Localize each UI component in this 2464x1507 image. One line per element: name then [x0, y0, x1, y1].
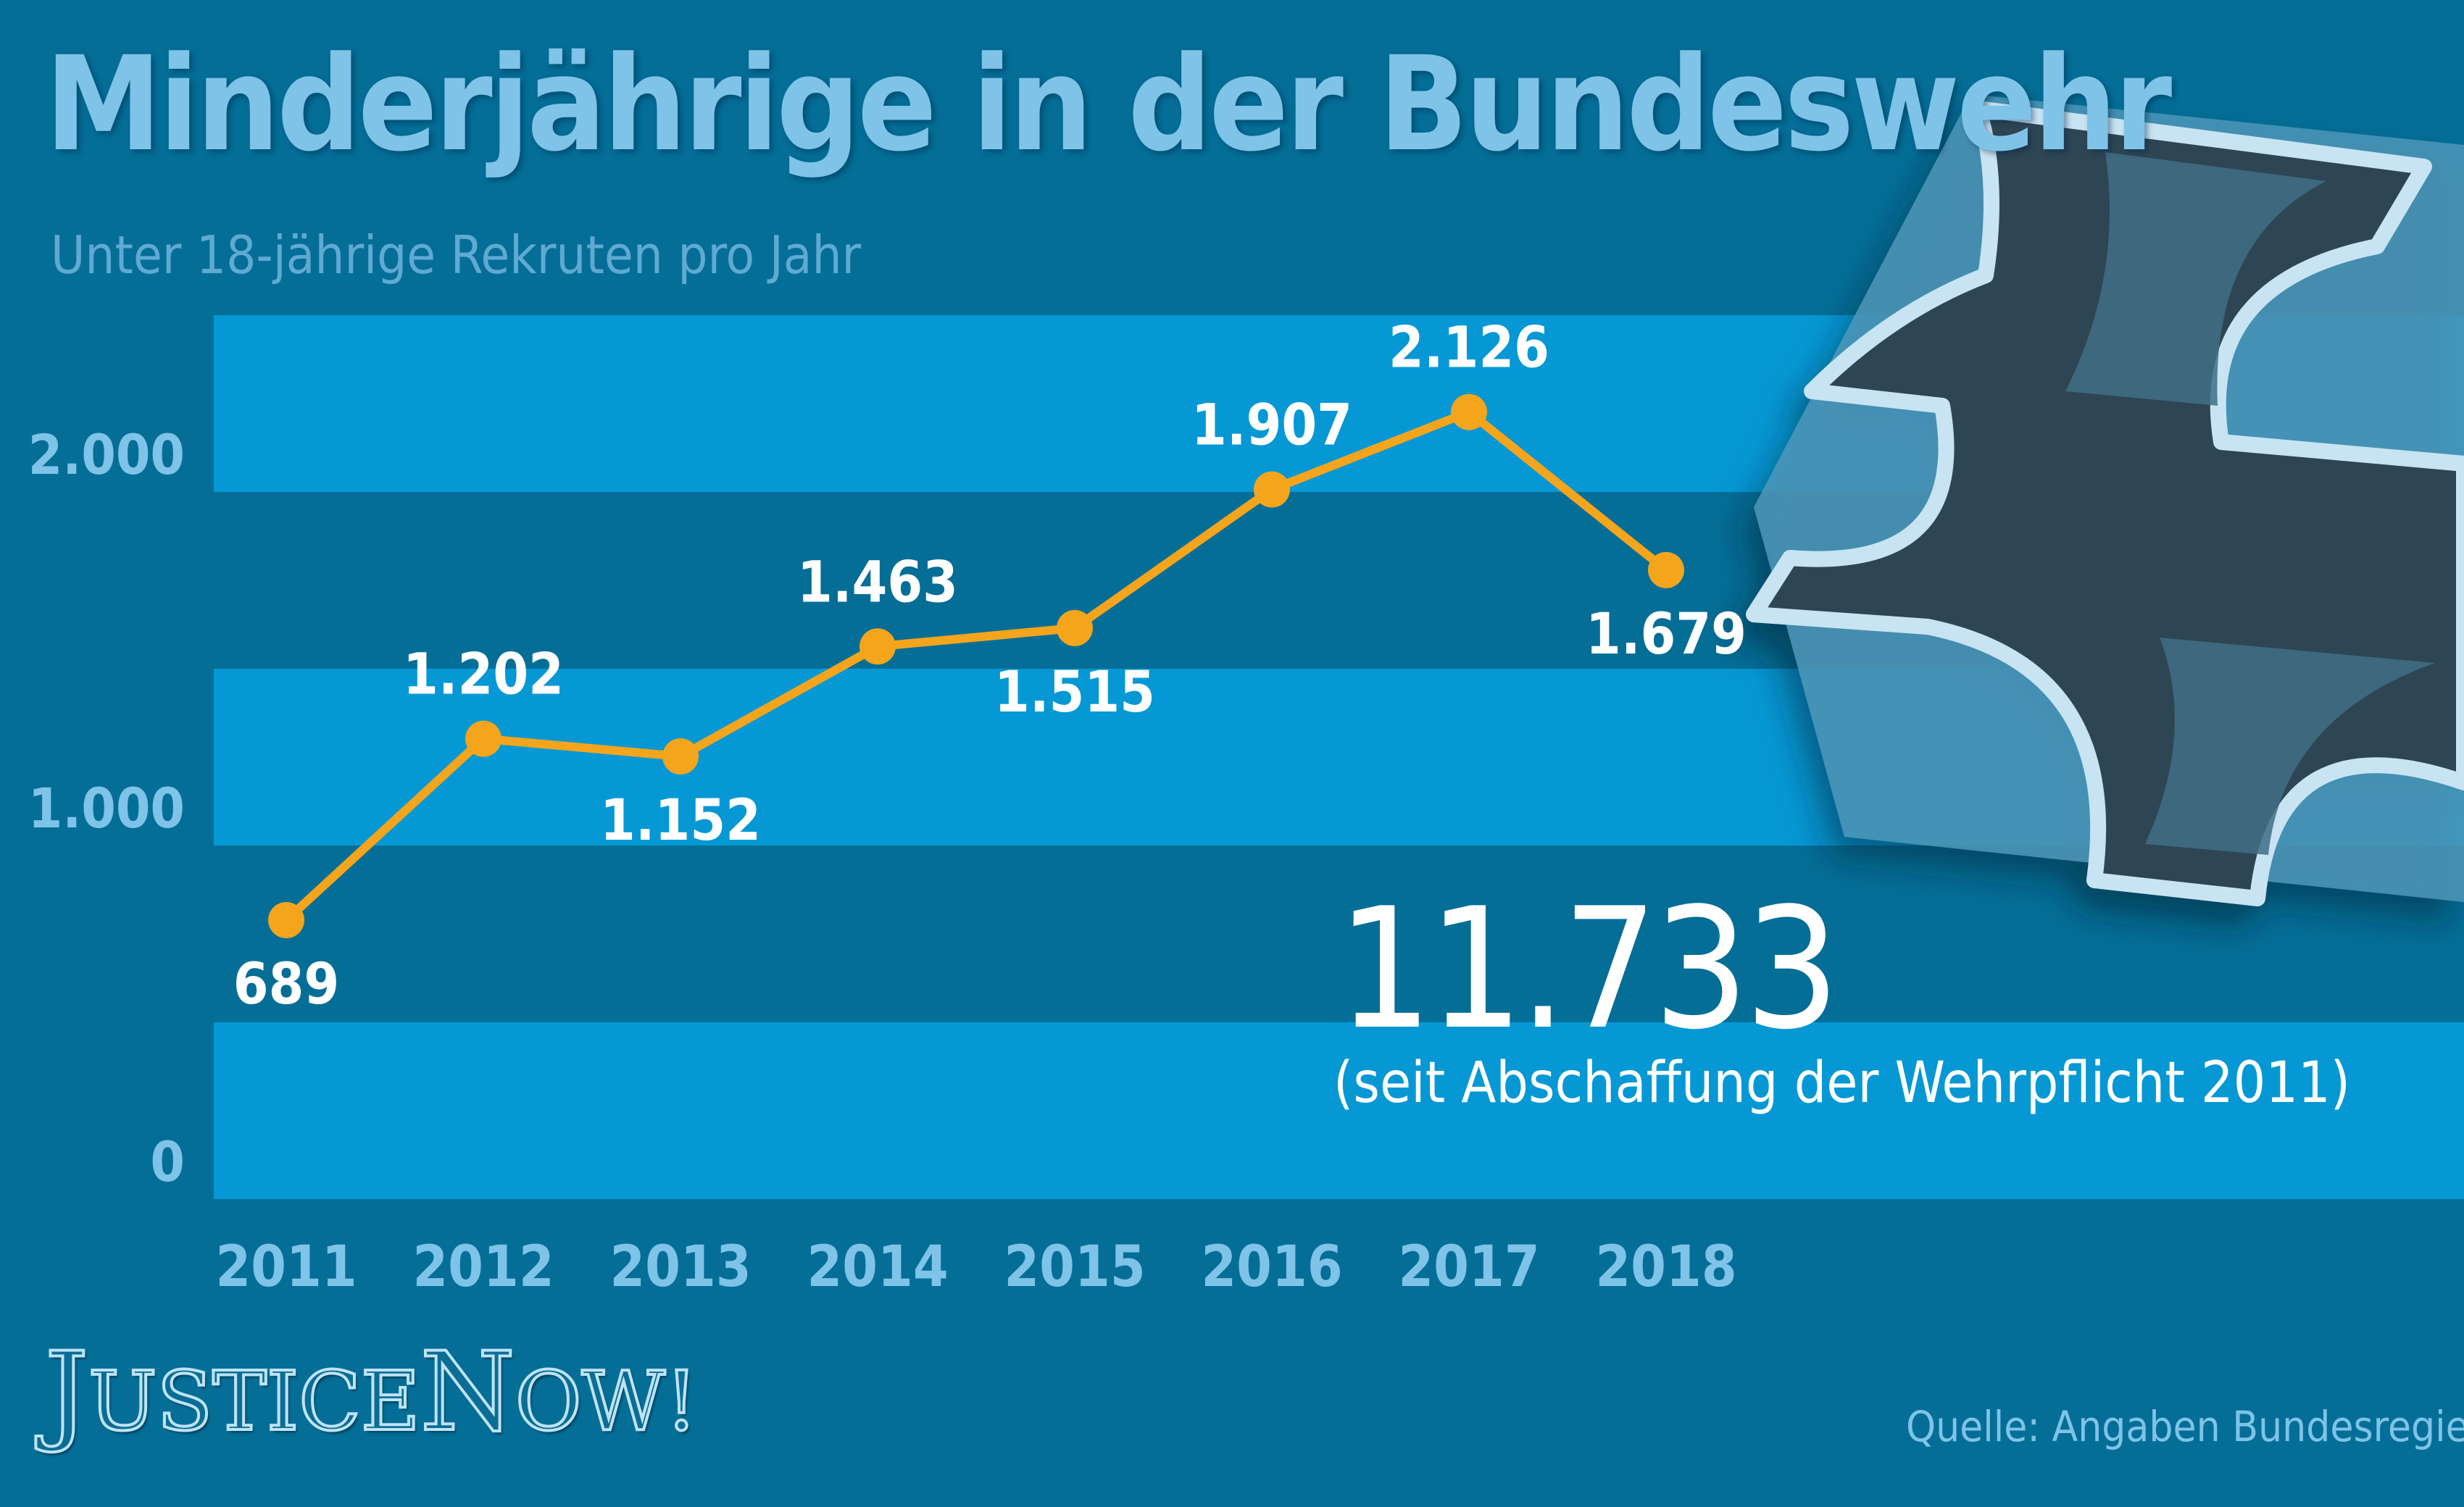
x-axis: 2011 2012 2013 2014 2015 2016 2017 2018 — [215, 1235, 1736, 1300]
data-label: 1.202 — [403, 643, 564, 708]
x-tick-label: 2018 — [1595, 1235, 1736, 1300]
x-tick-label: 2017 — [1398, 1235, 1539, 1300]
brand-letter-n: N — [419, 1328, 517, 1457]
data-label: 1.907 — [1191, 393, 1352, 459]
x-tick-label: 2015 — [1004, 1235, 1145, 1300]
source-note: Quelle: Angaben Bundesregierung — [1906, 1402, 2464, 1451]
data-label: 1.152 — [600, 788, 761, 853]
data-label: 1.679 — [1586, 602, 1747, 667]
data-label: 1.463 — [797, 550, 958, 615]
brand-logo: JUSTICENOW! — [43, 1328, 699, 1457]
data-point — [1648, 551, 1684, 588]
chart-band — [214, 1022, 2464, 1199]
data-point — [1057, 609, 1093, 646]
data-label: 1.515 — [994, 660, 1155, 725]
x-tick-label: 2012 — [412, 1235, 554, 1300]
x-tick-label: 2011 — [215, 1235, 357, 1300]
chart-subtitle: Unter 18-jährige Rekruten pro Jahr — [51, 225, 862, 285]
data-point — [662, 738, 699, 775]
x-tick-label: 2013 — [609, 1235, 751, 1300]
y-axis: 0 1.000 2.000 — [28, 422, 185, 1194]
chart-title: Minderjährige in der Bundeswehr — [45, 29, 2172, 180]
y-tick-label: 2.000 — [28, 422, 185, 487]
data-point — [268, 901, 304, 938]
brand-letter-j: J — [43, 1328, 90, 1457]
bundeswehr-cross-icon — [1746, 94, 2464, 906]
total-figure: 11.733 — [1337, 873, 1840, 1066]
data-label: 689 — [233, 952, 339, 1017]
data-point — [465, 720, 501, 757]
y-tick-label: 1.000 — [28, 776, 185, 840]
y-tick-label: 0 — [150, 1130, 185, 1194]
brand-word-ow: OW! — [514, 1353, 699, 1450]
brand-word-ustice: USTICE — [87, 1353, 422, 1450]
data-point — [1451, 393, 1487, 430]
data-point — [860, 628, 896, 665]
series-line: 689 1.202 1.152 1.463 1.515 1.907 2.126 1.679 — [233, 316, 1747, 1017]
total-note: (seit Abschaffung der Wehrpflicht 2011) — [1333, 1051, 2350, 1116]
data-point — [1254, 471, 1290, 508]
series-path — [282, 407, 1670, 924]
data-label: 2.126 — [1389, 316, 1549, 381]
x-tick-label: 2014 — [807, 1235, 948, 1300]
x-tick-label: 2016 — [1201, 1235, 1342, 1300]
